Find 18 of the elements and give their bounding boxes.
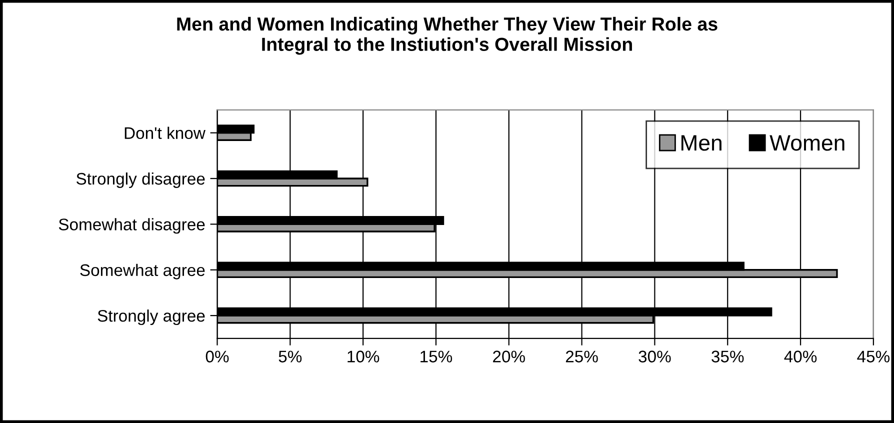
y-tick-label: Strongly agree xyxy=(98,310,205,326)
x-tick-label: 25% xyxy=(566,350,598,362)
x-tick-label: 5% xyxy=(278,350,302,362)
x-tick-label: 30% xyxy=(638,350,671,362)
chart-title: Men and Women Indicating Whether They View Their Role as Integral to the Instiution's Overall Mission xyxy=(177,16,718,55)
legend-label: Men xyxy=(681,135,722,151)
x-tick-label: 35% xyxy=(712,350,744,362)
x-tick-label: 45% xyxy=(857,350,890,362)
x-tick-label: 10% xyxy=(348,350,380,362)
y-tick-label: Somewhat agree xyxy=(80,264,205,280)
y-tick-label: Somewhat disagree xyxy=(58,218,205,234)
y-tick-label: Don't know xyxy=(124,126,206,140)
x-tick-label: 40% xyxy=(784,350,817,362)
legend-label: Women xyxy=(770,135,844,151)
x-tick-label: 20% xyxy=(493,350,525,362)
x-tick-label: 0% xyxy=(206,350,229,362)
x-tick-label: 15% xyxy=(420,350,452,362)
y-tick-label: Strongly disagree xyxy=(76,172,205,188)
